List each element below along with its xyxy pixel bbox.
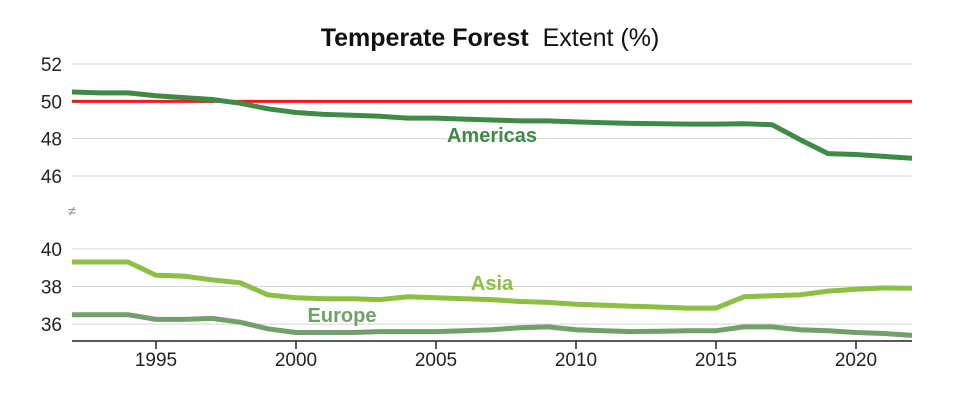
x-tick-label-2005: 2005 <box>415 350 457 371</box>
x-tick-label-2000: 2000 <box>275 350 317 371</box>
axis-break-icon: ≠ <box>68 203 76 219</box>
y-tick-label-50: 50 <box>41 92 62 113</box>
series-labels: Americas Asia Europe <box>308 125 537 327</box>
series-line-asia <box>72 259 913 311</box>
series-lines <box>71 89 913 338</box>
series-line-americas <box>71 89 913 161</box>
chart-title-light: Extent (%) <box>543 24 660 52</box>
y-tick-label-48: 48 <box>41 130 62 151</box>
y-tick-label-38: 38 <box>41 277 62 298</box>
y-tick-label-40: 40 <box>41 240 62 261</box>
series-line-europe <box>72 312 913 338</box>
series-label-americas: Americas <box>447 125 537 147</box>
x-axis-ticks: 1995 2000 2005 2010 2015 2020 <box>135 341 877 371</box>
x-tick-label-2015: 2015 <box>695 350 737 371</box>
x-tick-label-2020: 2020 <box>835 350 877 371</box>
x-tick-label-1995: 1995 <box>135 350 177 371</box>
series-label-europe: Europe <box>308 305 377 327</box>
series-label-asia: Asia <box>471 273 514 295</box>
x-tick-label-2010: 2010 <box>555 350 597 371</box>
chart-title-bold: Temperate Forest <box>321 24 530 52</box>
chart-title: Temperate Forest Extent (%) <box>321 24 660 52</box>
y-tick-label-46: 46 <box>41 167 62 188</box>
y-tick-label-36: 36 <box>41 315 62 336</box>
y-axis-ticks: 52 50 48 46 40 38 36 <box>41 55 62 336</box>
y-tick-label-52: 52 <box>41 55 62 76</box>
